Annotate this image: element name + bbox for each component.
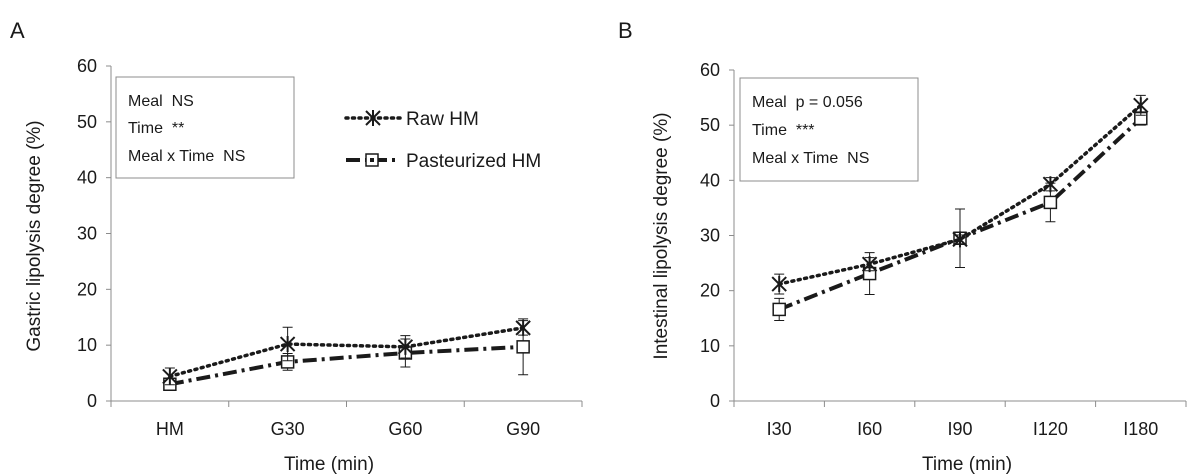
panel-b-stat-interaction: Meal x Time NS xyxy=(752,150,869,167)
panel-b: B Intestinal lipolysis degree (%) Time (… xyxy=(618,18,1187,475)
panel-b-point-pasteurized-i30 xyxy=(772,302,786,317)
panel-a-x-ticks: HM G30 G60 G90 xyxy=(110,401,583,439)
panel-a-line-raw xyxy=(168,326,525,379)
legend-pasteurized-label: Pasteurized HM xyxy=(406,151,541,172)
panel-a: A Gastric lipolysis degree (%) Time (min… xyxy=(10,18,583,475)
panel-b-ytick-label-60: 60 xyxy=(700,60,720,80)
panel-b-ylabel: Intestinal lipolysis degree (%) xyxy=(651,112,672,359)
panel-b-stats-box: Meal p = 0.056 Time *** Meal x Time NS xyxy=(739,77,919,182)
panel-a-point-pasteurized-g90 xyxy=(516,340,530,354)
panel-a-y-ticks: 0 10 20 30 40 50 60 xyxy=(77,56,111,411)
panel-b-xlabel: Time (min) xyxy=(922,454,1012,475)
panel-b-xtick-label-i120: I120 xyxy=(1033,419,1068,439)
panel-a-ytick-label-30: 30 xyxy=(77,224,97,244)
panel-b-letter: B xyxy=(618,18,633,43)
panel-a-ytick-label-10: 10 xyxy=(77,335,97,355)
panel-b-ytick-label-50: 50 xyxy=(700,115,720,135)
legend-item-pasteurized: Pasteurized HM xyxy=(346,151,541,172)
panel-b-point-raw-i120 xyxy=(1042,176,1059,193)
panel-a-letter: A xyxy=(10,18,25,43)
panel-b-point-raw-i60 xyxy=(861,256,878,273)
panel-a-ylabel: Gastric lipolysis degree (%) xyxy=(24,120,45,351)
panel-a-stat-interaction: Meal x Time NS xyxy=(128,148,245,165)
panel-b-point-raw-i30 xyxy=(771,276,787,293)
panel-a-xlabel: Time (min) xyxy=(284,454,374,475)
panel-b-stats-box-frame xyxy=(739,77,919,182)
panel-a-point-raw-g90 xyxy=(515,319,531,336)
panel-a-xtick-label-g90: G90 xyxy=(506,419,540,439)
legend-pasteurized-marker-dot xyxy=(370,158,374,162)
panel-a-xtick-label-g30: G30 xyxy=(271,419,305,439)
panel-a-point-raw-g60 xyxy=(397,338,414,355)
panel-b-ytick-label-0: 0 xyxy=(710,391,720,411)
panel-a-stat-time: Time ** xyxy=(128,120,184,137)
panel-b-series xyxy=(771,94,1149,321)
panel-b-line-raw xyxy=(777,103,1143,286)
panel-a-ytick-label-20: 20 xyxy=(77,279,97,299)
panel-b-ytick-label-40: 40 xyxy=(700,170,720,190)
panel-b-xtick-label-i180: I180 xyxy=(1123,419,1158,439)
panel-a-xtick-label-hm: HM xyxy=(156,419,184,439)
panel-b-stat-time: Time *** xyxy=(752,122,815,139)
panel-b-xtick-label-i30: I30 xyxy=(767,419,792,439)
panel-a-series xyxy=(162,318,531,391)
legend-raw-marker xyxy=(365,110,381,126)
panel-b-stat-meal: Meal p = 0.056 xyxy=(752,94,863,111)
panel-a-line-pasteurized xyxy=(169,344,524,387)
legend-item-raw: Raw HM xyxy=(344,109,479,130)
panel-b-xtick-label-i60: I60 xyxy=(857,419,882,439)
panel-b-point-pasteurized-i120 xyxy=(1043,195,1058,210)
panel-b-x-ticks: I30 I60 I90 I120 I180 xyxy=(733,401,1187,439)
panel-a-ytick-label-40: 40 xyxy=(77,168,97,188)
panel-b-y-ticks: 0 10 20 30 40 50 60 xyxy=(700,60,734,411)
panel-a-stat-meal: Meal NS xyxy=(128,93,194,110)
panel-b-ytick-label-20: 20 xyxy=(700,281,720,301)
panel-b-xtick-label-i90: I90 xyxy=(947,419,972,439)
panel-a-point-raw-g30 xyxy=(279,336,296,353)
panel-a-stats-box-frame xyxy=(115,76,295,179)
legend-raw-label: Raw HM xyxy=(406,109,479,130)
panel-a-xtick-label-g60: G60 xyxy=(388,419,422,439)
panel-b-ytick-label-30: 30 xyxy=(700,226,720,246)
panel-a-ytick-label-0: 0 xyxy=(87,391,97,411)
panel-a-stats-box: Meal NS Time ** Meal x Time NS xyxy=(115,76,295,179)
legend: Raw HM Pasteurized HM xyxy=(344,109,541,172)
panel-a-point-raw-hm xyxy=(162,368,178,385)
panel-b-ytick-label-10: 10 xyxy=(700,336,720,356)
panel-a-ytick-label-50: 50 xyxy=(77,112,97,132)
panel-b-point-raw-i180 xyxy=(1133,97,1149,114)
panel-a-ytick-label-60: 60 xyxy=(77,56,97,76)
panel-b-point-raw-i90 xyxy=(952,231,968,248)
